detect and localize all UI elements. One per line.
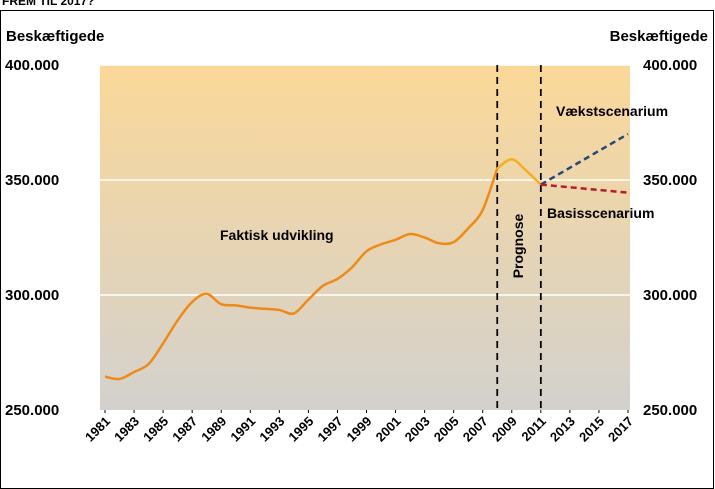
series-annotation: Basisscenarium (547, 205, 654, 221)
series-annotation: Vækstscenarium (556, 103, 668, 119)
series-line (496, 158, 542, 186)
y2-axis-label: Beskæftigede (610, 28, 708, 45)
plot-area (100, 65, 630, 410)
y-tick-label: 250.000 (5, 402, 59, 419)
y2-tick-label: 400.000 (643, 57, 697, 74)
series-annotation: Prognose (510, 214, 526, 279)
chart-title: FREM TIL 2017? (2, 0, 94, 8)
series-line (104, 168, 499, 381)
y-axis-label: Beskæftigede (6, 28, 104, 45)
series-annotation: Faktisk udvikling (220, 227, 334, 243)
y-tick-label: 400.000 (5, 57, 59, 74)
series-line (540, 183, 629, 194)
y2-tick-label: 350.000 (643, 172, 697, 189)
y2-tick-label: 300.000 (643, 287, 697, 304)
series-line (540, 132, 629, 186)
y-tick-label: 300.000 (5, 287, 59, 304)
y2-tick-label: 250.000 (643, 402, 697, 419)
y-tick-label: 350.000 (5, 172, 59, 189)
